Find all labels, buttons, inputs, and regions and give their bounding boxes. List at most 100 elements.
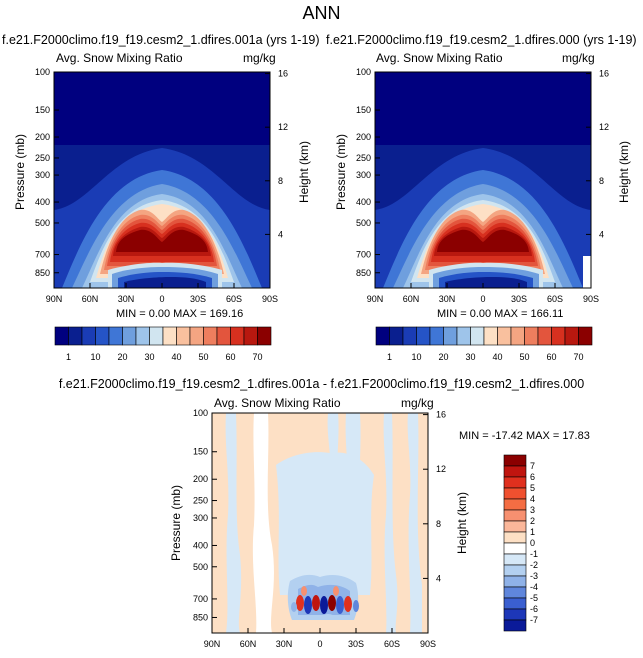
panel3-x-tick-label: 30S	[348, 639, 364, 649]
panel1-stats: MIN = 0.00 MAX = 169.16	[116, 308, 244, 320]
panel3-x-tick-label: 90N	[204, 639, 221, 649]
panel3-colorbar-label: -5	[530, 593, 538, 603]
panel1-y-tick-label: 400	[35, 197, 50, 207]
panel1-x-tick-label: 60N	[82, 294, 99, 304]
panel3-colorbar-label: -1	[530, 549, 538, 559]
panel1-case-title: f.e21.F2000climo.f19_f19.cesm2_1.dfires.…	[2, 33, 320, 47]
panel3-x-tick-label: 0	[317, 639, 322, 649]
panel2-x-tick-label: 60S	[547, 294, 563, 304]
panel3-y-tick-label: 100	[193, 408, 208, 418]
panel1-height-axis-label: Height (km)	[297, 140, 311, 204]
panel3-colorbar-label: 7	[530, 461, 535, 471]
panel1-colorbar-label: 10	[90, 352, 100, 362]
panel1-y-tick-label: 150	[35, 105, 50, 115]
panel2-x-tick-label: 90N	[367, 294, 384, 304]
panel3-y-tick-label: 200	[193, 474, 208, 484]
panel1-colorbar-box	[203, 326, 218, 346]
panel3-units-label: mg/kg	[401, 396, 434, 410]
panel3-y-tick-label: 300	[193, 513, 208, 523]
panel2-colorbar-box	[456, 326, 471, 346]
panel2-x-tick-label: 60N	[403, 294, 420, 304]
panel3-colorbar-label: 4	[530, 494, 535, 504]
panel3-height-tick-label: 8	[436, 519, 441, 529]
panel3-colorbar-box	[503, 586, 527, 599]
panel2-colorbar-box	[551, 326, 566, 346]
panel2-height-tick-label: 8	[599, 176, 604, 186]
panel2-contour-fill	[375, 72, 591, 288]
panel3-x-tick-labels: 90N 60N 30N 0 30S 60S 90S	[204, 639, 436, 649]
panel3-colorbar-box	[503, 454, 527, 467]
panel1-x-tick-labels: 90N 60N 30N 0 30S 60S 90S	[46, 294, 278, 304]
panel1-height-tick-label: 8	[278, 176, 283, 186]
panel2-colorbar-box	[578, 326, 593, 346]
panel3-y-tick-labels: 100 150 200 250 300 400 500 700 850	[193, 408, 208, 622]
panel3-colorbar-box	[503, 619, 527, 632]
panel2-colorbar-label: 1	[387, 352, 392, 362]
panel3-colorbar-label: -2	[530, 560, 538, 570]
panel3-contour-fill	[212, 413, 428, 633]
panel3-colorbar-label: -6	[530, 604, 538, 614]
panel1-x-tick-label: 30S	[190, 294, 206, 304]
panel2-y-tick-label: 700	[356, 250, 371, 260]
panel3-colorbar-box	[503, 531, 527, 544]
panel3-colorbar-label: 3	[530, 505, 535, 515]
panel3-colorbar-box	[503, 553, 527, 566]
panel3-variable-label: Avg. Snow Mixing Ratio	[214, 396, 341, 410]
panel1-colorbar-box	[216, 326, 231, 346]
panel2-colorbar-box	[416, 326, 431, 346]
panel2-colorbar-box	[375, 326, 390, 346]
panel2-contour-plot: 100 150 200 250 300 400 500 700 850 90N 60N 30N 0 30…	[356, 67, 609, 304]
panel3-colorbar-box	[503, 498, 527, 511]
panel3-colorbar-box	[503, 465, 527, 478]
panel3-height-tick-labels: 16 12 8 4	[436, 410, 446, 584]
panel1-colorbar-box	[176, 326, 191, 346]
panel2-colorbar-box	[470, 326, 485, 346]
panel3-colorbar-label: 1	[530, 527, 535, 537]
panel2-y-tick-label: 150	[356, 105, 371, 115]
panel3-colorbar-label: 5	[530, 483, 535, 493]
panel2-height-axis-label: Height (km)	[617, 140, 631, 204]
panel1-colorbar-boxes	[54, 326, 272, 346]
panel2-colorbar-box	[483, 326, 498, 346]
panel1-colorbar-label: 40	[171, 352, 181, 362]
panel3-colorbar-box	[503, 476, 527, 489]
panel1-colorbar: 1 10 20 30 40 50 60 70	[54, 326, 272, 362]
panel1-contour-plot: 100 150 200 250 300 400 500 700 850 90N 60N 30N 0 30…	[35, 67, 288, 304]
panel1-colorbar-label: 30	[144, 352, 154, 362]
panel1-y-tick-label: 100	[35, 67, 50, 77]
panel3-anomaly-dipoles	[291, 586, 359, 620]
panel1-colorbar-box	[68, 326, 83, 346]
panel2-colorbar-box	[537, 326, 552, 346]
panel2-height-tick-label: 12	[599, 122, 609, 132]
panel2-colorbar-label: 10	[411, 352, 421, 362]
panel3-height-tick-label: 4	[436, 573, 441, 583]
panel1-y-tick-label: 200	[35, 132, 50, 142]
panel1-colorbar-box	[95, 326, 110, 346]
panel1-x-tick-label: 60S	[226, 294, 242, 304]
panel1-colorbar-label: 60	[225, 352, 235, 362]
panel3-y-tick-label: 400	[193, 540, 208, 550]
panel2-colorbar-box	[443, 326, 458, 346]
panel2-colorbar-box	[510, 326, 525, 346]
panel2-stats: MIN = 0.00 MAX = 166.11	[437, 308, 564, 320]
panel1-colorbar-box	[230, 326, 245, 346]
panel2-case-title: f.e21.F2000climo.f19_f19.cesm2_1.dfires.…	[326, 33, 637, 47]
panel1-colorbar-box	[81, 326, 96, 346]
panel2-colorbar-label: 60	[546, 352, 556, 362]
panel3-colorbar-label: -3	[530, 571, 538, 581]
panel1-variable-label: Avg. Snow Mixing Ratio	[56, 51, 183, 65]
panel1-colorbar-box	[122, 326, 137, 346]
panel2-colorbar-label: 30	[465, 352, 475, 362]
panel3-height-tick-label: 12	[436, 464, 446, 474]
panel3-colorbar-box	[503, 542, 527, 555]
panel2-y-tick-labels: 100 150 200 250 300 400 500 700 850	[356, 67, 371, 278]
panel3-colorbar-boxes	[503, 454, 527, 632]
panel2-colorbar-label: 50	[519, 352, 529, 362]
panel3-y-tick-label: 150	[193, 447, 208, 457]
panel2-y-axis-label: Pressure (mb)	[334, 133, 348, 211]
panel1-colorbar-box	[149, 326, 164, 346]
panel1-colorbar-label: 1	[66, 352, 71, 362]
figure-title: ANN	[302, 3, 341, 23]
